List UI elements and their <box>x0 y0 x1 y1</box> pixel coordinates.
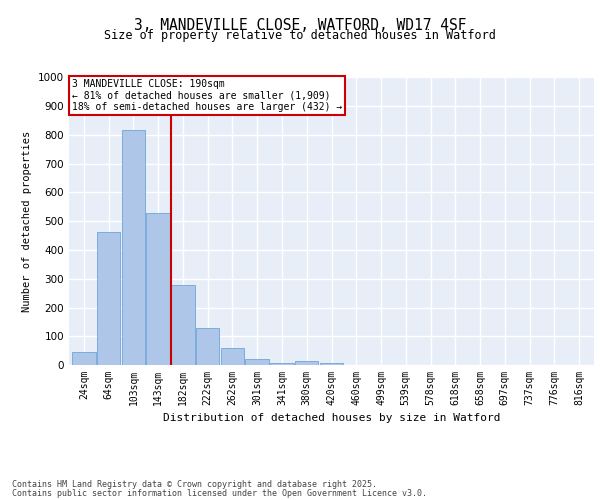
Text: Contains HM Land Registry data © Crown copyright and database right 2025.: Contains HM Land Registry data © Crown c… <box>12 480 377 489</box>
Bar <box>295 362 319 365</box>
Y-axis label: Number of detached properties: Number of detached properties <box>22 130 32 312</box>
Bar <box>146 214 170 365</box>
Text: 3, MANDEVILLE CLOSE, WATFORD, WD17 4SF: 3, MANDEVILLE CLOSE, WATFORD, WD17 4SF <box>134 18 466 32</box>
Bar <box>245 358 269 365</box>
Bar <box>122 130 145 365</box>
Bar <box>221 348 244 365</box>
Bar <box>196 328 220 365</box>
X-axis label: Distribution of detached houses by size in Watford: Distribution of detached houses by size … <box>163 414 500 424</box>
Bar <box>72 352 95 365</box>
Bar <box>270 362 294 365</box>
Bar <box>320 364 343 365</box>
Bar <box>171 284 194 365</box>
Bar <box>97 232 121 365</box>
Text: 3 MANDEVILLE CLOSE: 190sqm
← 81% of detached houses are smaller (1,909)
18% of s: 3 MANDEVILLE CLOSE: 190sqm ← 81% of deta… <box>71 79 342 112</box>
Text: Size of property relative to detached houses in Watford: Size of property relative to detached ho… <box>104 29 496 42</box>
Text: Contains public sector information licensed under the Open Government Licence v3: Contains public sector information licen… <box>12 488 427 498</box>
